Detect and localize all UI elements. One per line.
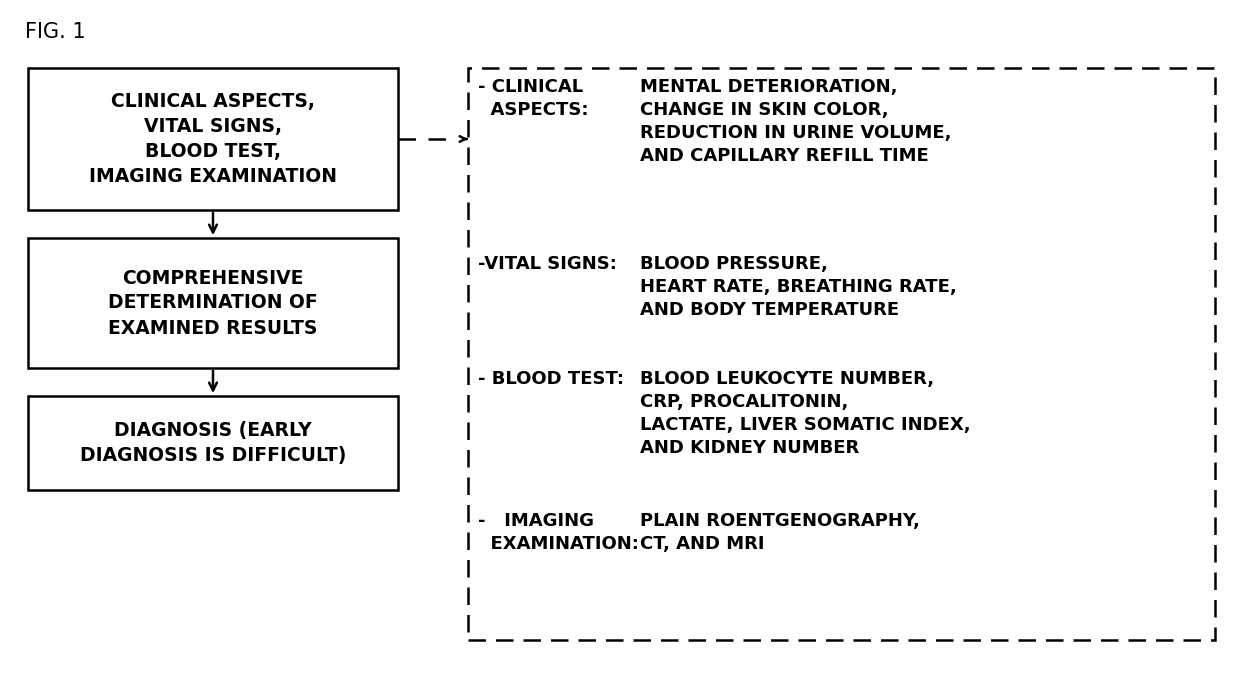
Bar	[29, 68, 398, 210]
Text: -VITAL SIGNS:: -VITAL SIGNS:	[477, 255, 616, 273]
Text: MENTAL DETERIORATION,
CHANGE IN SKIN COLOR,
REDUCTION IN URINE VOLUME,
AND CAPIL: MENTAL DETERIORATION, CHANGE IN SKIN COL…	[640, 78, 951, 165]
Bar	[467, 68, 1215, 640]
Text: -   IMAGING
  EXAMINATION:: - IMAGING EXAMINATION:	[477, 512, 639, 553]
Bar	[29, 238, 398, 368]
Text: COMPREHENSIVE
DETERMINATION OF
EXAMINED RESULTS: COMPREHENSIVE DETERMINATION OF EXAMINED …	[108, 269, 317, 338]
Text: BLOOD PRESSURE,
HEART RATE, BREATHING RATE,
AND BODY TEMPERATURE: BLOOD PRESSURE, HEART RATE, BREATHING RA…	[640, 255, 957, 319]
Text: BLOOD LEUKOCYTE NUMBER,
CRP, PROCALITONIN,
LACTATE, LIVER SOMATIC INDEX,
AND KID: BLOOD LEUKOCYTE NUMBER, CRP, PROCALITONI…	[640, 370, 971, 457]
Text: DIAGNOSIS (EARLY
DIAGNOSIS IS DIFFICULT): DIAGNOSIS (EARLY DIAGNOSIS IS DIFFICULT)	[79, 421, 346, 465]
Text: PLAIN ROENTGENOGRAPHY,
CT, AND MRI: PLAIN ROENTGENOGRAPHY, CT, AND MRI	[640, 512, 920, 553]
Bar	[29, 396, 398, 490]
Text: - BLOOD TEST:: - BLOOD TEST:	[477, 370, 624, 388]
Text: FIG. 1: FIG. 1	[25, 22, 86, 42]
Text: CLINICAL ASPECTS,
VITAL SIGNS,
BLOOD TEST,
IMAGING EXAMINATION: CLINICAL ASPECTS, VITAL SIGNS, BLOOD TES…	[89, 92, 337, 186]
Text: - CLINICAL
  ASPECTS:: - CLINICAL ASPECTS:	[477, 78, 589, 119]
